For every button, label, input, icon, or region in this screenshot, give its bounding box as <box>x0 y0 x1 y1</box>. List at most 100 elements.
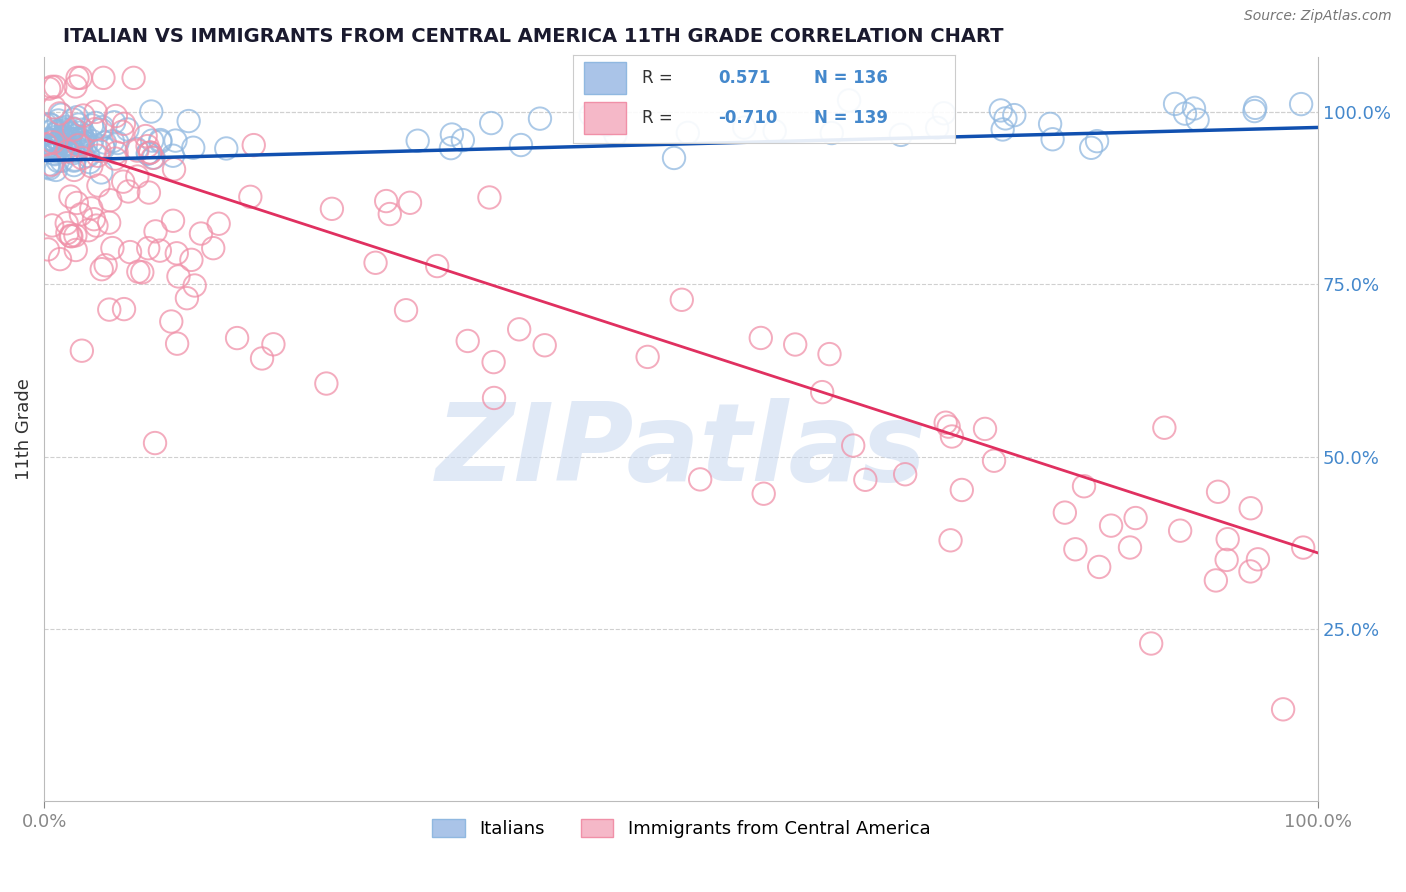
Point <box>42 140 65 154</box>
Point <box>1187 112 1209 127</box>
Point <box>104 109 127 123</box>
Point <box>80 202 103 216</box>
Point <box>77 149 100 163</box>
Point <box>1205 574 1227 588</box>
Point <box>42 123 65 137</box>
Point <box>59 189 82 203</box>
Point <box>671 293 693 307</box>
Point <box>112 175 135 189</box>
Point <box>45 125 67 139</box>
Point <box>69 138 91 153</box>
Point <box>176 291 198 305</box>
Point <box>58 132 80 146</box>
Point <box>37 243 59 257</box>
Point <box>136 241 159 255</box>
Point <box>145 224 167 238</box>
Point <box>1125 511 1147 525</box>
Point <box>51 153 73 168</box>
Point <box>1088 560 1111 574</box>
Point <box>39 118 62 132</box>
Point <box>94 258 117 272</box>
Point <box>46 153 69 168</box>
Point <box>242 138 264 153</box>
Point <box>508 322 530 336</box>
Point <box>127 265 149 279</box>
Point <box>98 216 121 230</box>
Point <box>37 160 59 174</box>
Point <box>226 331 249 345</box>
Point <box>395 303 418 318</box>
Y-axis label: 11th Grade: 11th Grade <box>15 378 32 480</box>
Point <box>440 141 463 155</box>
Point <box>38 81 60 95</box>
Point <box>1182 102 1205 116</box>
Point <box>66 110 89 124</box>
Point <box>983 454 1005 468</box>
Point <box>48 124 70 138</box>
Point <box>676 126 699 140</box>
Point <box>1292 541 1315 555</box>
Point <box>853 473 876 487</box>
Point <box>72 130 94 145</box>
Point <box>66 141 89 155</box>
Point <box>55 120 77 134</box>
Point <box>70 151 93 165</box>
Point <box>215 141 238 155</box>
Point <box>941 429 963 443</box>
Point <box>80 134 103 148</box>
Point <box>107 136 129 150</box>
Point <box>63 132 86 146</box>
Point <box>44 130 66 145</box>
Point <box>118 245 141 260</box>
Point <box>45 127 67 141</box>
Point <box>162 149 184 163</box>
Point <box>45 140 67 154</box>
Point <box>821 126 844 140</box>
Point <box>35 132 58 146</box>
Point <box>42 133 65 147</box>
Point <box>932 106 955 120</box>
Point <box>166 336 188 351</box>
Point <box>63 153 86 168</box>
Point <box>65 243 87 257</box>
Point <box>842 439 865 453</box>
Point <box>1085 134 1108 148</box>
Point <box>98 194 121 208</box>
Point <box>70 207 93 221</box>
Point <box>79 155 101 169</box>
Text: ITALIAN VS IMMIGRANTS FROM CENTRAL AMERICA 11TH GRADE CORRELATION CHART: ITALIAN VS IMMIGRANTS FROM CENTRAL AMERI… <box>63 27 1004 45</box>
Point <box>1002 108 1025 122</box>
Point <box>56 226 79 240</box>
Point <box>111 125 134 139</box>
Point <box>440 128 463 142</box>
Point <box>321 202 343 216</box>
Point <box>35 137 58 152</box>
Point <box>811 385 834 400</box>
Point <box>378 207 401 221</box>
Point <box>131 265 153 279</box>
Point <box>190 227 212 241</box>
Point <box>1153 421 1175 435</box>
Point <box>98 302 121 317</box>
Point <box>1064 542 1087 557</box>
Point <box>70 137 93 152</box>
Point <box>183 278 205 293</box>
Point <box>35 118 58 132</box>
Point <box>53 137 76 152</box>
Point <box>59 126 82 140</box>
Point <box>315 376 337 391</box>
Point <box>66 70 89 85</box>
Point <box>180 252 202 267</box>
Point <box>48 113 70 128</box>
Point <box>62 146 84 161</box>
Point <box>927 120 949 135</box>
Point <box>426 259 449 273</box>
Point <box>37 139 59 153</box>
Point <box>1042 132 1064 146</box>
Point <box>69 126 91 140</box>
Point <box>65 228 87 243</box>
Point <box>1168 524 1191 538</box>
Point <box>141 134 163 148</box>
Point <box>44 147 66 161</box>
Point <box>149 244 172 258</box>
